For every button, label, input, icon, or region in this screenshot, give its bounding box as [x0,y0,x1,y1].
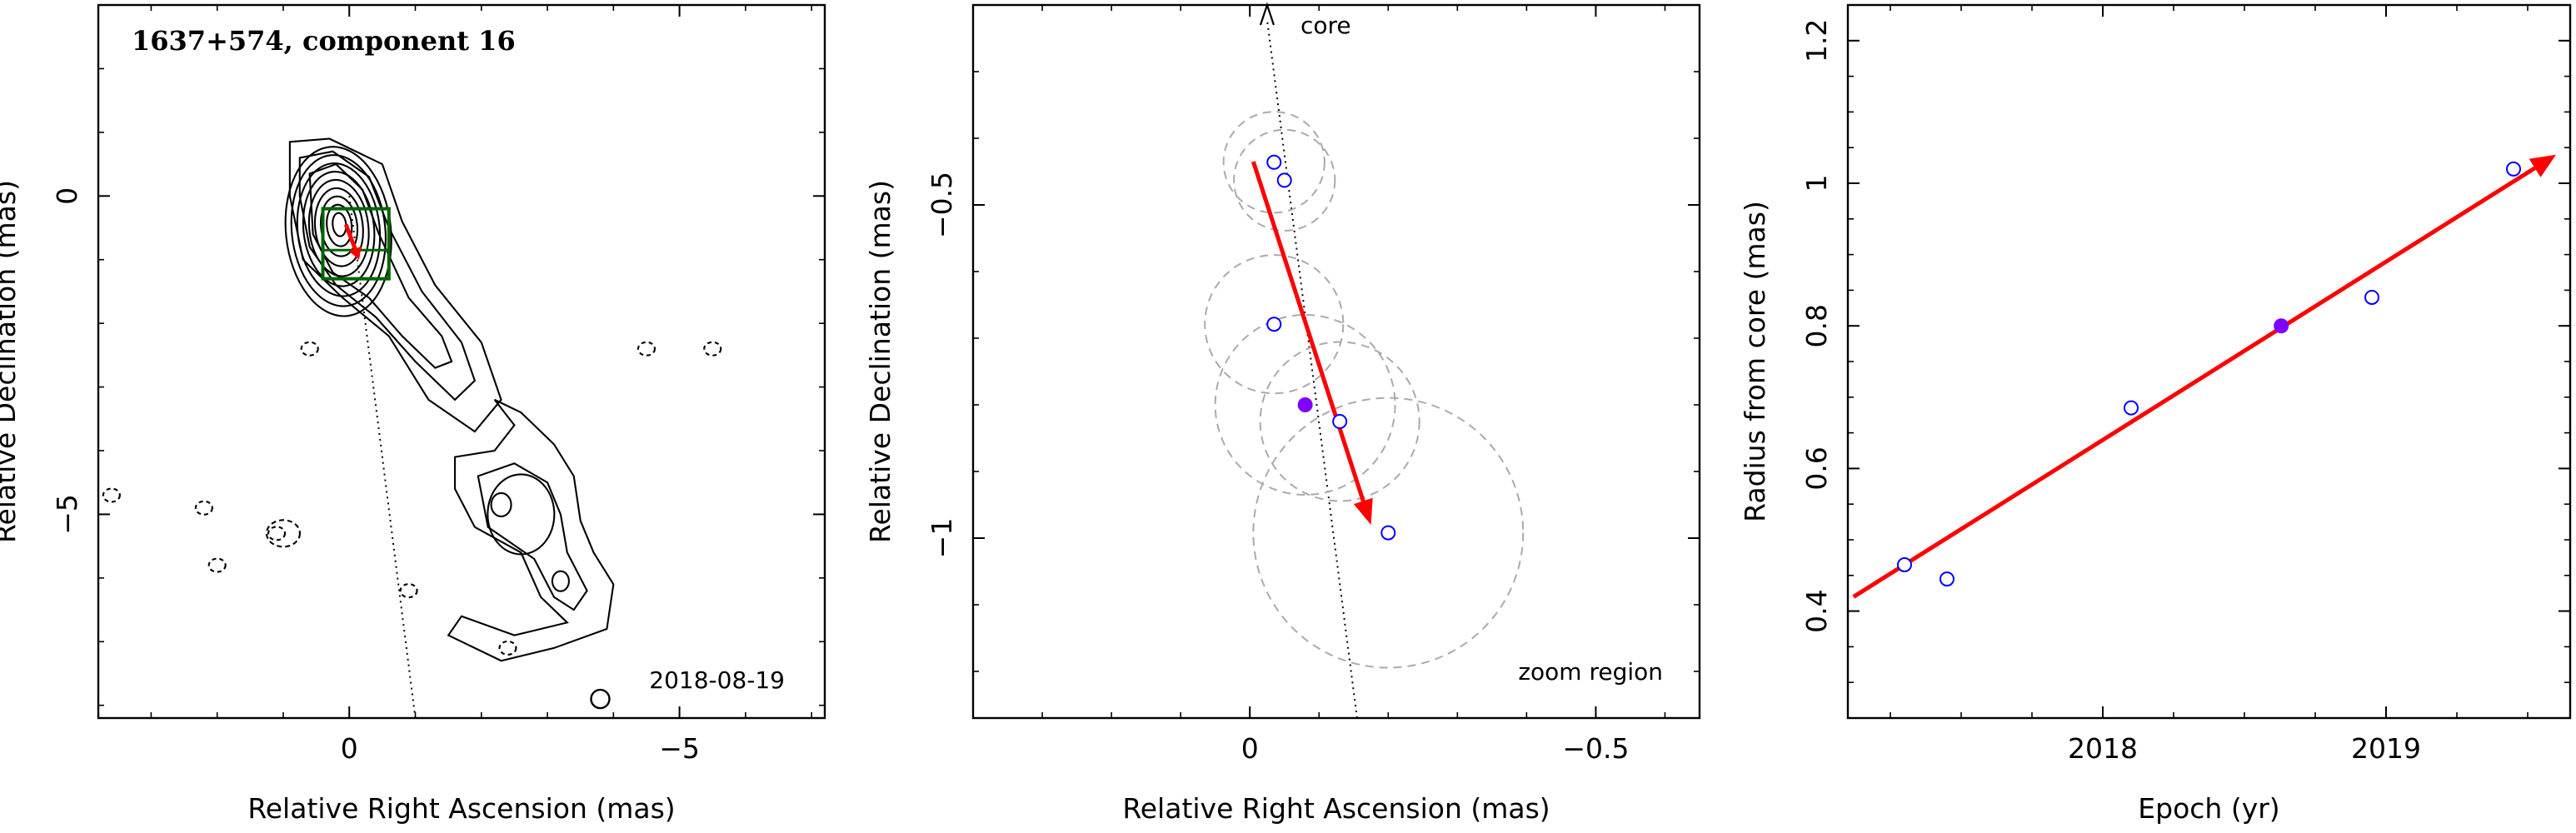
panel-jet-map: 0 −5 0 −5 Relative Right Ascension (mas) Rela… [0,3,826,825]
motion-vector-head [348,246,362,260]
jet-contours [102,137,722,662]
negative-contour [267,526,287,541]
core-direction-line [348,196,417,719]
zoom-region-label: zoom region [1518,658,1663,686]
core-label: core [1300,12,1351,39]
negative-contour [102,487,121,503]
y-tick-label: 0 [51,187,83,205]
component-size-circle [1252,397,1525,669]
y-tick-label: −0.5 [926,172,958,238]
core-contour [284,146,392,317]
y-axis-label: Relative Declination (mas) [864,180,896,543]
jet-knot-contour [487,473,556,556]
y-tick-label: 0.8 [1800,304,1833,347]
negative-contour [703,341,722,357]
core-contour [307,178,370,277]
jet-contour [308,162,453,369]
y-tick-label: 0.4 [1800,589,1833,632]
core-contour [302,170,376,287]
motion-vector-shaft [1251,161,1365,502]
beam-ellipse [590,688,611,710]
x-axis-label: Relative Right Ascension (mas) [1122,792,1550,825]
open-data-point [1332,414,1348,429]
chart-title: 1637+574, component 16 [132,25,516,57]
negative-contour [637,341,656,357]
epoch-date-label: 2018-08-19 [649,666,785,694]
x-tick-label: −5 [659,732,700,765]
y-tick-label: 1 [1800,175,1833,192]
negative-contour [498,640,517,656]
open-data-point [2364,289,2379,305]
plot-frame [971,3,1701,720]
y-tick-label: 0.6 [1800,446,1833,490]
fit-vector-head [2529,154,2556,177]
motion-vector-head [1353,497,1373,525]
negative-contour [399,583,418,599]
filled-data-point [2274,318,2289,334]
negative-contour [265,519,302,548]
y-axis-label: Radius from core (mas) [1739,201,1771,522]
fit-vector-shaft [1852,166,2536,599]
plot-frame [1846,3,2572,720]
plot-frame [97,3,826,720]
x-tick-label: −0.5 [1562,732,1629,765]
core-contour [332,212,347,237]
core-contour [320,195,359,257]
component-size-circle [1222,111,1325,214]
open-data-point [1380,525,1396,541]
y-axis-label: Relative Declination (mas) [0,180,22,543]
component-size-circle [1259,341,1420,502]
core-contour [313,187,364,267]
jet-contour [298,150,477,402]
core-contour [290,154,387,307]
core-contour [326,203,353,247]
x-axis-label: Relative Right Ascension (mas) [247,792,675,825]
panel-zoom-region: 0 −0.5 −0.5 −1 Relative Right Ascension (mas… [864,2,1701,825]
x-tick-label: 0 [1241,732,1259,765]
core-direction-arrowhead [1259,2,1275,26]
open-data-point [1276,172,1292,188]
negative-contour [194,500,213,516]
component-size-circle [1233,128,1336,232]
y-tick-label: −1 [926,518,958,559]
x-tick-label: 2018 [2068,732,2138,765]
motion-vector-shaft [343,223,357,250]
open-data-point [2124,400,2139,416]
open-data-point [1939,571,1954,587]
x-axis-label: Epoch (yr) [2138,792,2279,825]
x-tick-label: 0 [341,732,358,765]
x-tick-label: 2019 [2351,732,2421,765]
open-data-point [1897,556,1912,572]
negative-contour [207,557,227,573]
y-tick-label: −5 [51,494,83,535]
component-size-circle [1204,254,1345,395]
open-data-point [1266,154,1282,170]
jet-contour [288,137,502,433]
jet-knot-contour [551,570,570,592]
core-direction-line [1266,19,1358,719]
open-data-point [2506,161,2521,177]
open-data-point [1266,317,1282,332]
jet-contour-extended [447,398,615,662]
negative-contour [300,341,319,357]
panel-radius-vs-epoch: 2018 2019 0.4 0.6 0.8 1 1.2 Epoch (yr) Radius fr… [1739,3,2572,825]
jet-knot-contour [490,491,512,518]
y-tick-label: 1.2 [1800,19,1833,62]
component-size-circle [1214,314,1396,496]
filled-data-point [1297,397,1313,412]
jet-contour-extended [477,462,588,611]
